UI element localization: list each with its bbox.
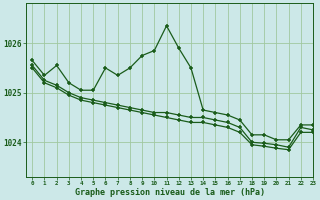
- X-axis label: Graphe pression niveau de la mer (hPa): Graphe pression niveau de la mer (hPa): [75, 188, 265, 197]
